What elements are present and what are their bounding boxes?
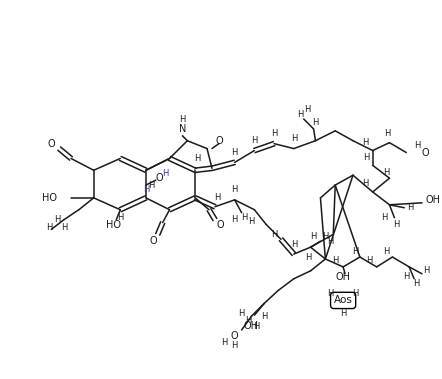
Text: H: H xyxy=(253,321,259,330)
Text: H: H xyxy=(362,179,368,188)
Text: H: H xyxy=(327,289,334,298)
Text: H: H xyxy=(143,185,149,194)
Text: H: H xyxy=(297,110,304,119)
Text: H: H xyxy=(261,312,267,321)
Text: H: H xyxy=(214,193,220,202)
Text: H: H xyxy=(251,136,258,145)
Text: H: H xyxy=(413,279,419,288)
Text: Aos: Aos xyxy=(334,295,353,305)
Text: O: O xyxy=(231,331,239,341)
Text: H: H xyxy=(232,148,238,157)
Text: H: H xyxy=(305,105,311,114)
Text: O: O xyxy=(216,221,224,230)
Text: H: H xyxy=(117,213,123,222)
Text: H: H xyxy=(352,247,358,255)
Text: H: H xyxy=(248,217,255,226)
Text: H: H xyxy=(364,153,370,162)
Text: H: H xyxy=(332,257,339,265)
Text: H: H xyxy=(291,240,297,249)
Text: H: H xyxy=(194,154,200,163)
Text: H: H xyxy=(291,134,297,143)
Text: H: H xyxy=(393,220,400,229)
Text: H: H xyxy=(384,129,391,138)
Text: H: H xyxy=(423,266,429,276)
Text: H: H xyxy=(305,252,312,262)
Text: H: H xyxy=(310,232,317,241)
Text: HO: HO xyxy=(42,193,57,203)
Text: H: H xyxy=(232,215,238,224)
Text: OH: OH xyxy=(426,195,441,205)
Text: H: H xyxy=(271,129,277,138)
Text: H: H xyxy=(232,341,238,350)
Text: O: O xyxy=(149,236,156,246)
Text: H: H xyxy=(322,232,328,241)
Text: H: H xyxy=(271,230,277,239)
Text: H: H xyxy=(54,215,61,224)
Text: H: H xyxy=(179,114,186,124)
Text: H: H xyxy=(245,316,251,325)
Text: H: H xyxy=(362,138,368,147)
Text: H: H xyxy=(312,119,319,127)
Text: H: H xyxy=(46,223,53,232)
Text: H: H xyxy=(414,141,420,150)
Text: H: H xyxy=(221,338,228,347)
Text: H: H xyxy=(407,203,413,212)
Text: O: O xyxy=(421,147,429,158)
Text: H: H xyxy=(232,185,238,194)
Text: OH: OH xyxy=(244,321,259,331)
Text: H: H xyxy=(327,237,334,246)
Text: H: H xyxy=(366,257,373,265)
Text: H: H xyxy=(352,289,358,298)
Text: O: O xyxy=(47,139,55,149)
Text: H: H xyxy=(238,309,245,318)
Text: H: H xyxy=(241,213,248,222)
Text: O: O xyxy=(215,136,223,146)
Text: H: H xyxy=(403,272,409,281)
Text: N: N xyxy=(179,124,186,134)
Text: O: O xyxy=(156,173,164,183)
Text: H: H xyxy=(383,247,390,255)
Text: H: H xyxy=(381,213,388,222)
Text: H: H xyxy=(340,309,347,318)
Text: HO: HO xyxy=(106,219,121,230)
Text: H: H xyxy=(61,223,67,232)
Text: H: H xyxy=(163,169,169,178)
Text: H: H xyxy=(383,168,390,177)
Text: OH: OH xyxy=(335,272,351,282)
Text: H: H xyxy=(148,180,154,190)
